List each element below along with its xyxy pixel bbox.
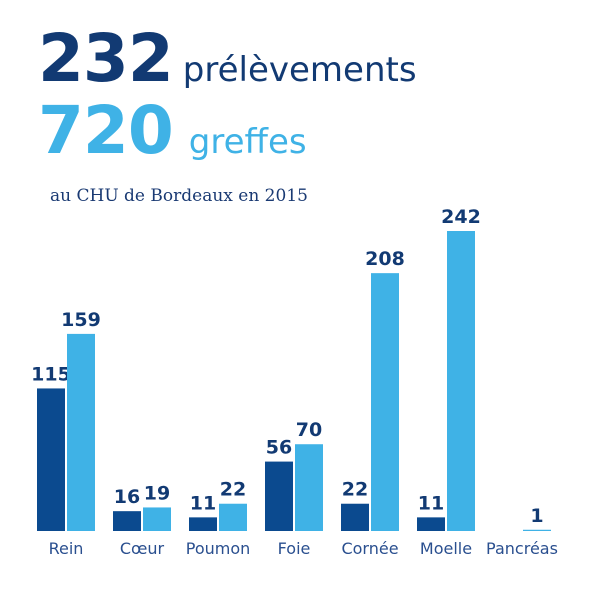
prelevements-count: 232 — [38, 20, 174, 97]
bar-rein-s1 — [37, 388, 65, 531]
headline: 232 prélèvements 720 greffes — [38, 26, 417, 164]
value-label-rein-s1: 115 — [31, 363, 71, 385]
value-label-cornee-s1: 22 — [342, 479, 368, 501]
category-label-moelle: Moelle — [420, 539, 472, 558]
bar-poumon-s2 — [219, 503, 247, 531]
category-label-pancreas: Pancréas — [486, 539, 558, 558]
headline-line-2: 720 greffes — [38, 98, 417, 164]
value-label-moelle-s1: 11 — [418, 492, 444, 514]
bar-coeur-s1 — [113, 511, 141, 531]
value-label-foie-s2: 70 — [296, 419, 322, 441]
value-label-poumon-s1: 11 — [190, 492, 216, 514]
greffes-label: greffes — [188, 122, 307, 162]
bar-foie-s2 — [295, 444, 323, 531]
bar-cornee-s1 — [341, 503, 369, 531]
bar-moelle-s2 — [447, 231, 475, 531]
value-label-coeur-s1: 16 — [114, 486, 140, 508]
bar-pancreas-s2 — [523, 529, 551, 531]
prelevements-label: prélèvements — [182, 50, 417, 90]
bar-coeur-s2 — [143, 507, 171, 531]
category-label-foie: Foie — [278, 539, 311, 558]
category-label-poumon: Poumon — [186, 539, 251, 558]
value-label-poumon-s2: 22 — [220, 479, 246, 501]
headline-line-1: 232 prélèvements — [38, 26, 417, 92]
category-label-coeur: Cœur — [120, 539, 165, 558]
bar-rein-s2 — [67, 333, 95, 531]
value-label-coeur-s2: 19 — [144, 482, 170, 504]
value-label-pancreas-s2: 1 — [530, 505, 543, 527]
bar-poumon-s1 — [189, 517, 217, 531]
subtitle: au CHU de Bordeaux en 2015 — [50, 186, 308, 206]
greffes-count: 720 — [38, 92, 174, 169]
category-label-cornee: Cornée — [341, 539, 398, 558]
bar-cornee-s2 — [371, 273, 399, 531]
value-label-moelle-s2: 242 — [441, 206, 481, 228]
value-label-cornee-s2: 208 — [365, 248, 405, 270]
bar-moelle-s1 — [417, 517, 445, 531]
bar-foie-s1 — [265, 461, 293, 531]
value-label-rein-s2: 159 — [61, 309, 101, 331]
value-label-foie-s1: 56 — [266, 437, 292, 459]
category-label-rein: Rein — [49, 539, 84, 558]
